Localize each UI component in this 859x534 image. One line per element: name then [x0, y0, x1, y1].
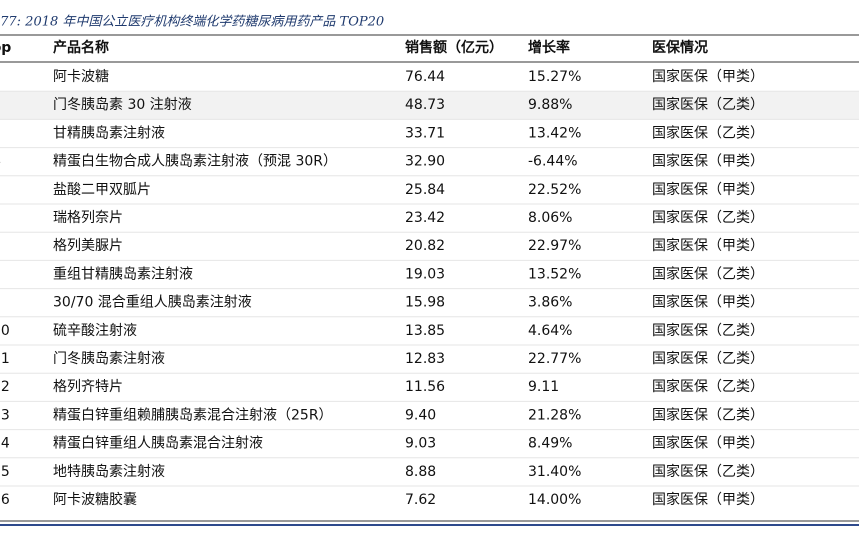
- cell: 33.71: [405, 125, 445, 141]
- cell: 15.27%: [528, 69, 581, 85]
- cell: 22.52%: [528, 182, 581, 198]
- cell: 重组甘精胰岛素注射液: [53, 266, 193, 282]
- cell: 6: [0, 210, 1, 226]
- cell: 格列齐特片: [53, 379, 123, 395]
- cell: 3.86%: [528, 295, 572, 311]
- cell: -6.44%: [528, 154, 578, 170]
- cell: 国家医保（甲类）: [652, 237, 764, 254]
- cell: 22.97%: [528, 238, 581, 254]
- cell: 硫辛酸注射液: [53, 323, 137, 339]
- cell: 8.49%: [528, 436, 572, 452]
- cell: 19.03: [405, 266, 445, 282]
- cell: 5: [0, 182, 1, 198]
- cell: 23.42: [405, 210, 445, 226]
- cell: 9.03: [405, 436, 436, 452]
- cell: 门冬胰岛素注射液: [53, 351, 165, 367]
- row-shade: [0, 91, 859, 120]
- header-cell: 医保情况: [652, 39, 708, 56]
- cell: 11.56: [405, 379, 445, 395]
- cell: 9.11: [528, 379, 559, 395]
- cell: 4.64%: [528, 323, 572, 339]
- cell: 14: [0, 436, 10, 452]
- cell: 48.73: [405, 97, 445, 113]
- cell: 4: [0, 154, 1, 170]
- cell: 国家医保（甲类）: [652, 153, 764, 170]
- cell: 国家医保（乙类）: [652, 378, 764, 395]
- cell: 10: [0, 323, 10, 339]
- cell: 国家医保（乙类）: [652, 124, 764, 141]
- cell: 22.77%: [528, 351, 581, 367]
- cell: 7.62: [405, 492, 436, 508]
- cell: 国家医保（乙类）: [652, 406, 764, 423]
- cell: 国家医保（乙类）: [652, 265, 764, 282]
- cell: 国家医保（乙类）: [652, 322, 764, 339]
- cell: 阿卡波糖: [53, 69, 109, 85]
- header-cell: 产品名称: [53, 39, 109, 56]
- cell: 31.40%: [528, 464, 581, 480]
- header-cell: Top: [0, 40, 11, 56]
- cell: 2: [0, 97, 1, 113]
- cell: 国家医保（甲类）: [652, 181, 764, 198]
- cell: 8: [0, 266, 1, 282]
- cell: 盐酸二甲双胍片: [53, 182, 151, 198]
- cell: 国家医保（甲类）: [652, 68, 764, 85]
- cell: 13.42%: [528, 125, 581, 141]
- cell: 格列美脲片: [53, 238, 123, 254]
- cell: 8.88: [405, 464, 436, 480]
- cell: 1: [0, 69, 1, 85]
- cell: 20.82: [405, 238, 445, 254]
- cell: 11: [0, 351, 10, 367]
- cell: 14.00%: [528, 492, 581, 508]
- cell: 国家医保（甲类）: [652, 294, 764, 311]
- cell: 32.90: [405, 154, 445, 170]
- cell: 国家医保（乙类）: [652, 96, 764, 113]
- title: 图表 77: 2018 年中国公立医疗机构终端化学药糖尿病用药产品 TOP20: [0, 14, 384, 30]
- cell: 3: [0, 125, 1, 141]
- cell: 甘精胰岛素注射液: [53, 125, 165, 141]
- cell: 16: [0, 492, 10, 508]
- cell: 13.85: [405, 323, 445, 339]
- cell: 国家医保（乙类）: [652, 463, 764, 480]
- cell: 13: [0, 407, 10, 423]
- cell: 精蛋白锌重组赖脯胰岛素混合注射液（25R）: [53, 407, 333, 423]
- cell: 地特胰岛素注射液: [53, 464, 165, 480]
- cell: 9: [0, 295, 1, 311]
- cell: 瑞格列奈片: [53, 210, 123, 226]
- cell: 7: [0, 238, 1, 254]
- header-cell: 增长率: [528, 39, 570, 56]
- cell: 8.06%: [528, 210, 572, 226]
- cell: 9.88%: [528, 97, 572, 113]
- cell: 国家医保（乙类）: [652, 350, 764, 367]
- cell: 精蛋白生物合成人胰岛素注射液（预混 30R）: [53, 154, 337, 170]
- cell: 12.83: [405, 351, 445, 367]
- cell: 精蛋白锌重组人胰岛素混合注射液: [53, 436, 263, 452]
- cell: 15: [0, 464, 10, 480]
- cell: 国家医保（甲类）: [652, 491, 764, 508]
- header-cell: 销售额（亿元）: [405, 39, 503, 56]
- cell: 国家医保（甲类）: [652, 435, 764, 452]
- cell: 9.40: [405, 407, 436, 423]
- cell: 21.28%: [528, 407, 581, 423]
- cell: 国家医保（乙类）: [652, 209, 764, 226]
- cell: 13.52%: [528, 266, 581, 282]
- cell: 15.98: [405, 295, 445, 311]
- cell: 30/70 混合重组人胰岛素注射液: [53, 295, 252, 311]
- cell: 12: [0, 379, 10, 395]
- cell: 76.44: [405, 69, 445, 85]
- cell: 门冬胰岛素 30 注射液: [53, 97, 192, 113]
- cell: 阿卡波糖胶囊: [53, 491, 137, 508]
- cell: 25.84: [405, 182, 445, 198]
